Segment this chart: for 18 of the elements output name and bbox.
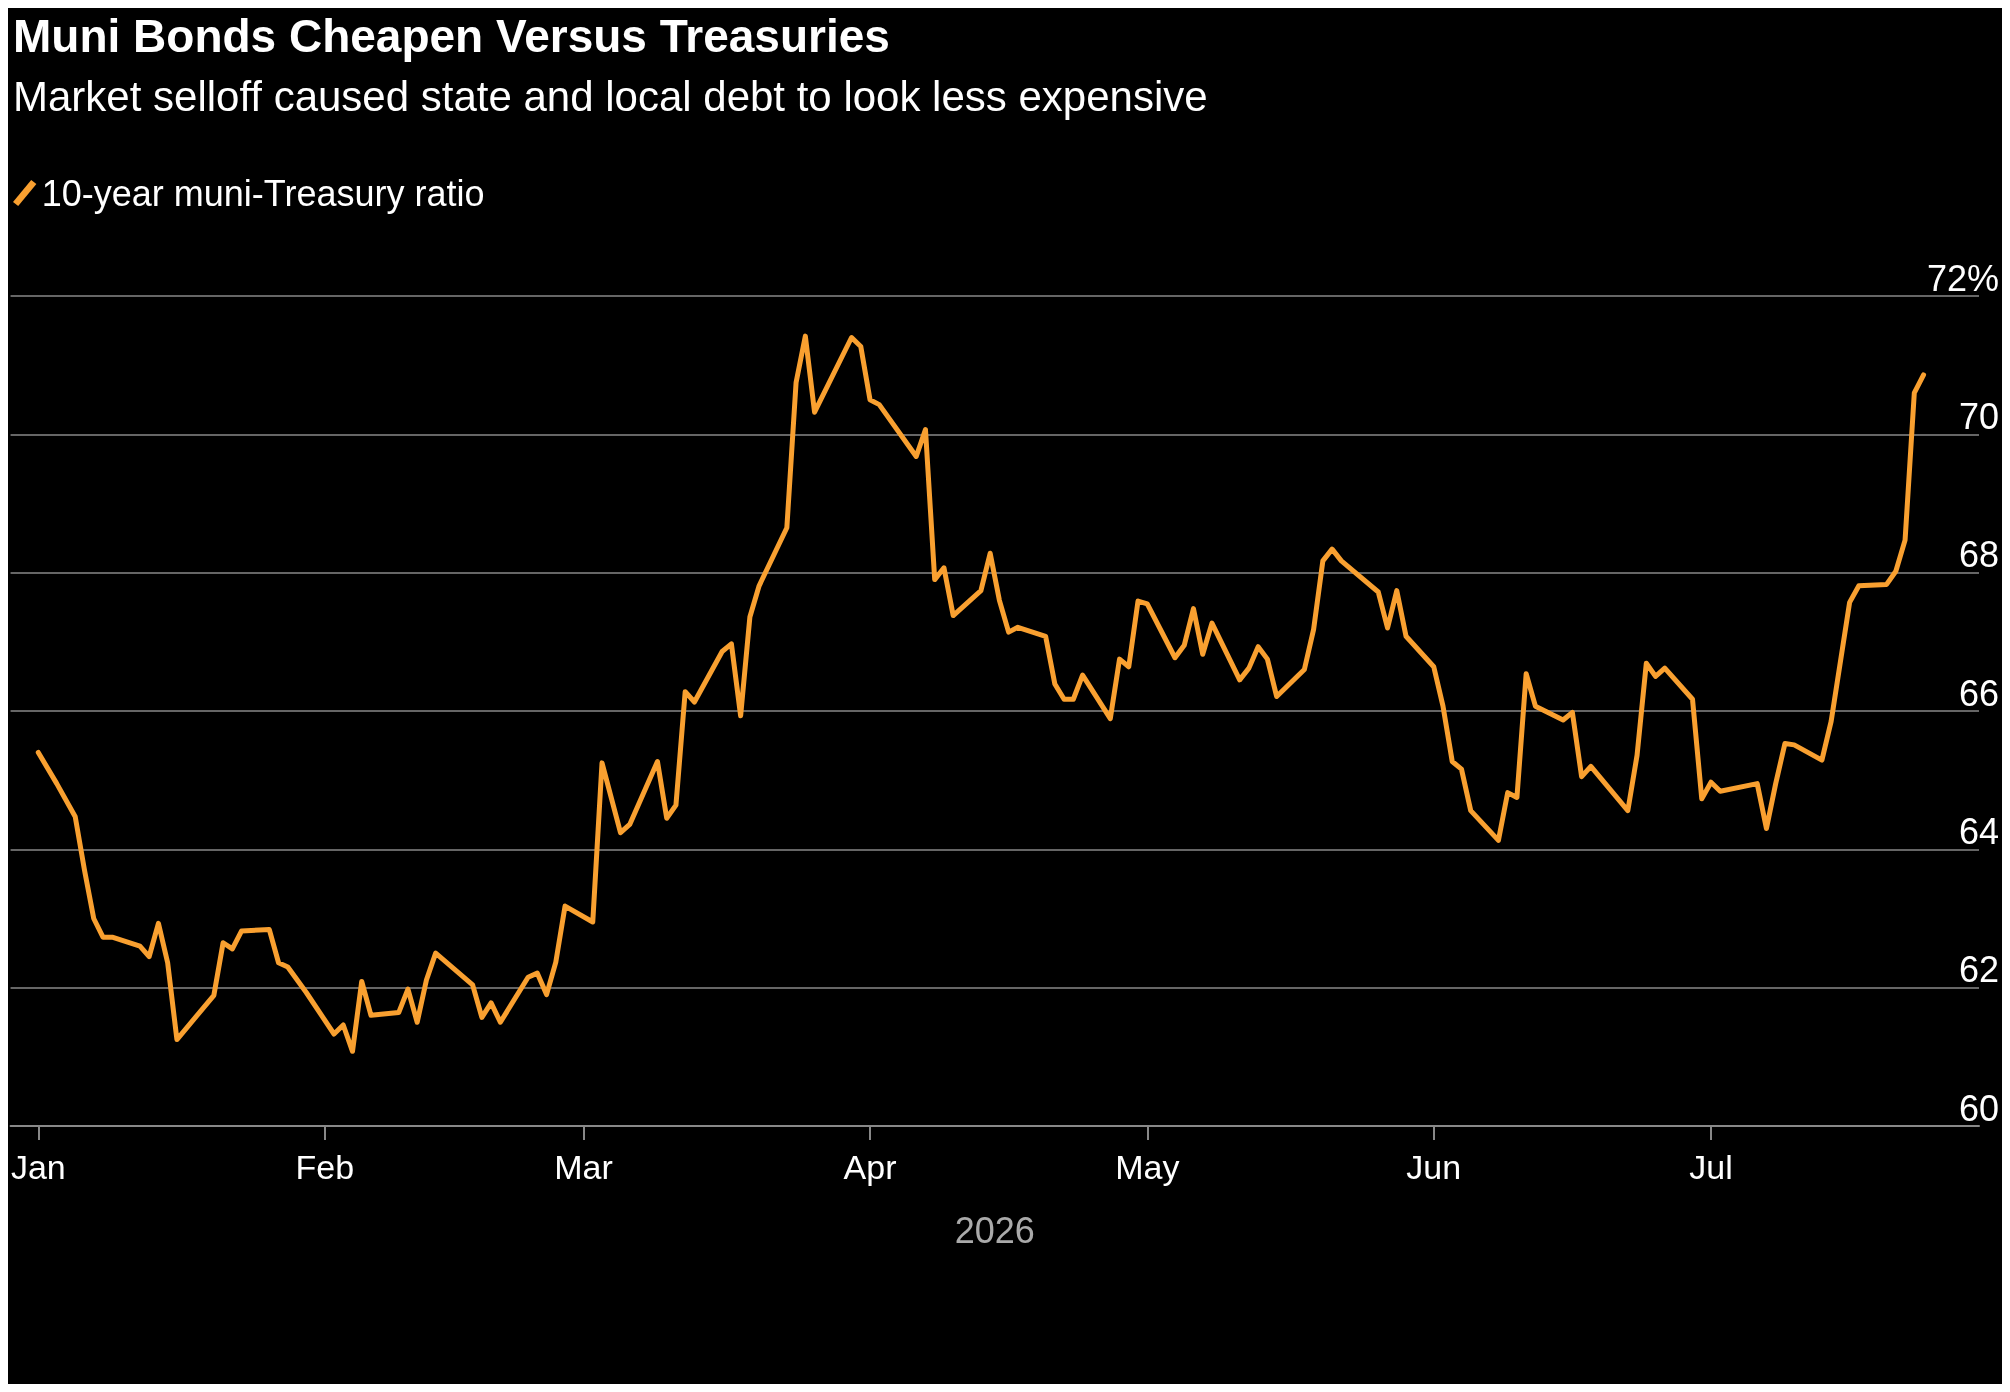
chart-subtitle: Market selloff caused state and local debt to look less expensive (13, 72, 1208, 120)
x-tick-label: May (1115, 1148, 1180, 1186)
x-tick-label: Jul (1689, 1148, 1733, 1186)
x-tick-label: Jun (1406, 1148, 1462, 1186)
y-tick-label: 64 (1958, 810, 1999, 852)
x-tick-label: Jan (10, 1148, 66, 1186)
chart-title: Muni Bonds Cheapen Versus Treasuries (13, 10, 890, 62)
x-tick-label: Feb (295, 1148, 355, 1186)
y-tick-label: 66 (1958, 672, 1999, 714)
y-tick-label: 60 (1958, 1087, 1999, 1129)
y-tick-label: 68 (1958, 534, 1999, 576)
legend-label: 10-year muni-Treasury ratio (41, 172, 485, 214)
x-tick-label: Mar (554, 1148, 613, 1186)
y-tick-label: 62 (1958, 949, 1999, 991)
y-tick-label: 70 (1958, 395, 1999, 437)
x-axis-title: 2026 (954, 1209, 1035, 1251)
y-tick-label: 72% (1926, 257, 1999, 299)
x-tick-label: Apr (843, 1148, 897, 1186)
